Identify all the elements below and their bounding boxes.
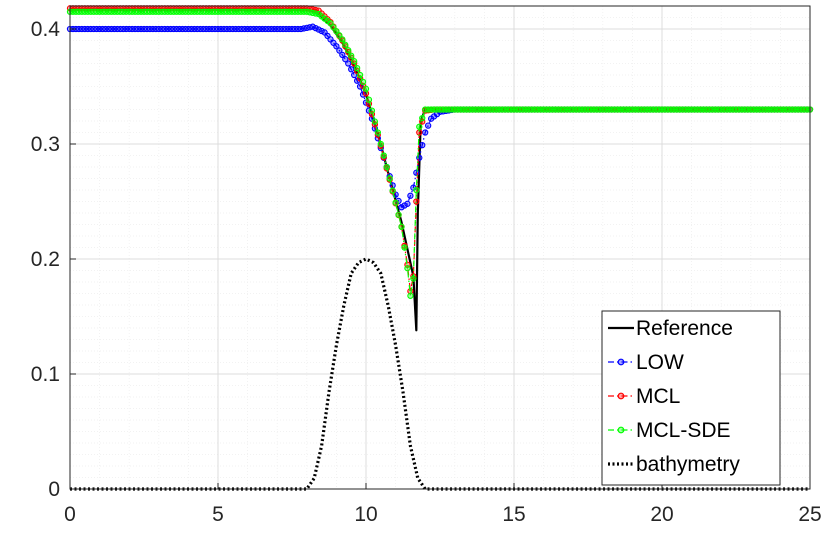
legend-label-low: LOW [636, 351, 684, 374]
data-point-low [419, 141, 426, 149]
x-tick-label: 5 [212, 503, 224, 526]
legend-box [601, 310, 781, 486]
data-point-mcl-sde [359, 78, 367, 86]
grid [69, 6, 811, 490]
data-point-low [422, 129, 429, 136]
data-point-mcl-sde [333, 28, 340, 35]
data-point-mcl-sde [351, 58, 358, 65]
data-point-mcl-sde [401, 244, 408, 251]
data-point-mcl-sde [353, 64, 361, 72]
data-point-mcl-sde [368, 107, 376, 114]
data-point-mcl-sde [407, 292, 414, 299]
plot-frame [69, 5, 811, 490]
data-point-mcl-sde [365, 96, 373, 103]
data-point-low [404, 200, 411, 207]
data-point-mcl-sde [377, 140, 384, 148]
series-layer [66, 5, 814, 491]
data-point-low [315, 26, 322, 33]
data-point-low [407, 192, 414, 199]
data-point-mcl-sde [327, 20, 334, 27]
data-point-low [318, 27, 325, 35]
data-point-low [336, 47, 343, 54]
y-tick-label: 0.4 [31, 18, 61, 41]
data-point-low [348, 66, 355, 73]
legend: Reference LOW MCL MCL-SDE bathymetry [601, 310, 781, 486]
data-point-low [351, 71, 358, 79]
data-point-mcl-sde [348, 52, 355, 59]
data-point-mcl-sde [380, 152, 387, 159]
data-point-mcl-sde [392, 199, 399, 206]
x-tick-label: 0 [64, 503, 76, 526]
data-point-low [425, 122, 432, 129]
series-line-bathymetry [70, 257, 810, 491]
data-point-mcl-sde [374, 129, 381, 136]
legend-marker-mcl [617, 392, 625, 400]
data-point-mcl-sde [419, 114, 426, 122]
axis-ticks: 0 5 10 15 20 25 0 0.1 0.2 0.3 0.4 [31, 18, 822, 526]
x-tick-label: 15 [502, 503, 525, 526]
data-point-mcl-sde [362, 85, 370, 92]
data-point-low [345, 60, 352, 67]
legend-label-reference: Reference [636, 317, 733, 340]
y-tick-label: 0.2 [31, 248, 60, 271]
data-point-low [309, 23, 316, 30]
data-point-mcl-sde [336, 32, 343, 39]
y-tick-label: 0 [48, 478, 60, 501]
legend-label-mcl-sde: MCL-SDE [636, 419, 731, 442]
data-point-mcl-sde [389, 187, 396, 194]
legend-label-bathymetry: bathymetry [636, 453, 740, 476]
data-point-low [312, 24, 319, 32]
legend-marker-low [617, 358, 625, 366]
x-tick-label: 20 [650, 503, 673, 526]
data-point-mcl-sde [404, 265, 411, 272]
y-tick-label: 0.1 [31, 363, 60, 386]
data-point-mcl-sde [416, 123, 423, 130]
legend-label-mcl: MCL [636, 385, 680, 408]
data-point-mcl-sde [383, 163, 390, 171]
data-point-mcl-sde [339, 36, 346, 43]
data-point-mcl-sde [342, 41, 349, 48]
data-point-mcl-sde [371, 118, 379, 125]
data-point-mcl-sde [386, 175, 393, 182]
data-point-low [333, 43, 340, 50]
data-point-mcl-sde [395, 211, 402, 218]
x-tick-label: 10 [354, 503, 377, 526]
series-line-low [70, 26, 810, 208]
data-point-mcl-sde [410, 275, 417, 282]
y-tick-label: 0.3 [31, 133, 60, 156]
data-point-mcl-sde [330, 24, 337, 31]
data-point-mcl-sde [413, 186, 420, 194]
data-point-low [339, 51, 346, 59]
data-point-mcl-sde [398, 223, 405, 230]
x-tick-label: 25 [798, 503, 821, 526]
data-point-low [342, 56, 349, 63]
legend-marker-mcl-sde [617, 426, 625, 434]
data-point-mcl-sde [356, 71, 364, 79]
data-point-mcl-sde [345, 47, 352, 54]
